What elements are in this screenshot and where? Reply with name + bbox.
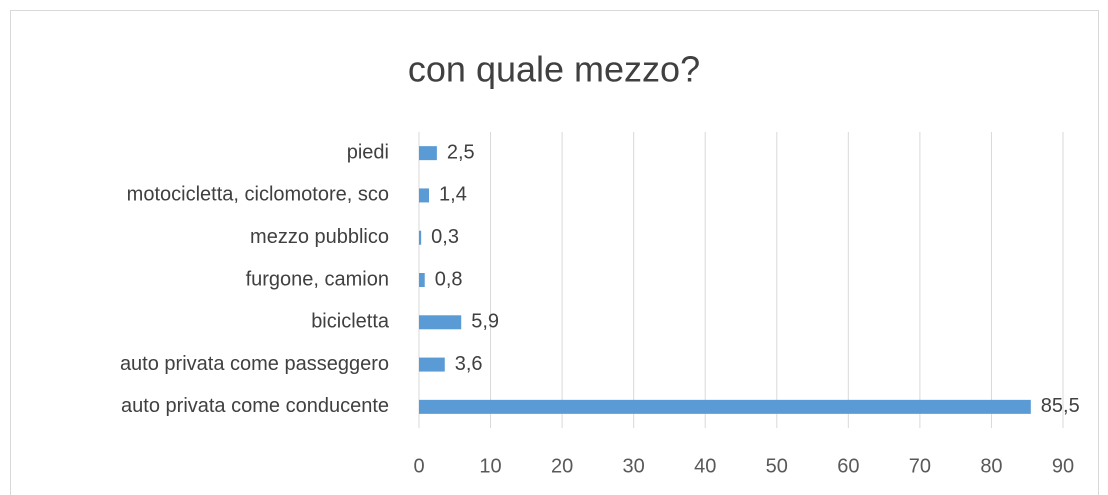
x-tick-label: 20 xyxy=(551,455,573,477)
data-label: 85,5 xyxy=(1041,395,1080,417)
x-tick-label: 40 xyxy=(694,455,716,477)
chart-title: con quale mezzo? xyxy=(408,49,700,90)
data-label: 3,6 xyxy=(455,353,483,375)
bar xyxy=(419,146,437,161)
x-tick-label: 0 xyxy=(413,455,424,477)
bar xyxy=(419,357,445,372)
x-tick-label: 70 xyxy=(909,455,931,477)
data-label: 2,5 xyxy=(447,141,475,163)
data-label: 0,8 xyxy=(435,268,463,290)
x-tick-label: 10 xyxy=(479,455,501,477)
x-tick-label: 60 xyxy=(837,455,859,477)
x-tick-label: 80 xyxy=(980,455,1002,477)
y-tick-label: bicicletta xyxy=(311,311,390,333)
chart-border xyxy=(10,10,1099,495)
bar xyxy=(419,315,462,330)
x-tick-label: 30 xyxy=(623,455,645,477)
x-tick-label: 50 xyxy=(766,455,788,477)
x-tick-label: 90 xyxy=(1052,455,1074,477)
y-tick-label: mezzo pubblico xyxy=(250,226,389,248)
y-tick-label: auto privata come passeggero xyxy=(120,353,389,375)
data-label: 0,3 xyxy=(431,226,459,248)
data-label: 1,4 xyxy=(439,184,467,206)
data-label: 5,9 xyxy=(471,311,499,333)
bar xyxy=(419,188,430,203)
y-tick-label: auto privata come conducente xyxy=(121,395,389,417)
y-tick-label: piedi xyxy=(347,141,389,163)
y-tick-label: furgone, camion xyxy=(246,268,389,290)
bar xyxy=(419,230,422,245)
bar xyxy=(419,273,425,287)
y-tick-label: motocicletta, ciclomotore, sco xyxy=(127,184,389,206)
bar xyxy=(419,399,1031,414)
